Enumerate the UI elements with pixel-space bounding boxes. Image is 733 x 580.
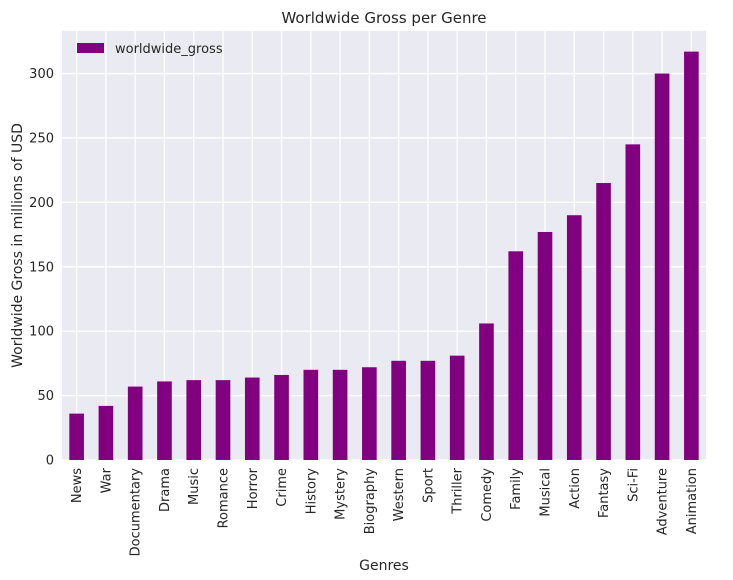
bars [69,51,699,461]
bar-biography [362,367,377,460]
bar-war [98,405,114,460]
x-tick-label: Documentary [129,468,144,557]
bar-animation [684,51,699,461]
x-tick-label: Animation [685,468,700,534]
x-tick-label: Musical [539,468,554,517]
x-tick-label: War [99,467,114,493]
bar-musical [537,231,553,460]
bar-action [566,215,582,460]
x-tick-label: Music [187,468,202,505]
x-tick-label: Adventure [656,468,671,535]
x-tick-label: Thriller [451,467,466,514]
x-tick-label: Action [568,468,583,509]
bar-music [186,380,202,460]
x-tick-labels: News War Documentary Drama Music Romance Horro… [70,467,700,556]
y-tick-label: 150 [29,260,54,275]
x-tick-label: Family [509,468,524,510]
legend: worldwide_gross [77,42,223,57]
x-tick-label: Drama [158,468,173,512]
x-tick-label: Romance [217,468,232,528]
y-tick-labels: 0 50 100 150 200 250 300 [29,67,54,468]
bar-western [391,360,406,460]
bar-news [69,413,84,460]
bar-romance [215,380,231,460]
bar-adventure [654,73,670,460]
chart-title: Worldwide Gross per Genre [281,9,486,27]
bar-sci-fi [625,144,641,460]
x-tick-label: Mystery [334,468,349,520]
x-tick-label: Western [392,468,407,521]
x-tick-label: Sci-Fi [626,468,641,502]
x-tick-label: Crime [275,468,290,507]
legend-label: worldwide_gross [115,42,223,57]
x-tick-label: Biography [363,468,378,535]
bar-horror [244,377,260,460]
y-tick-label: 300 [29,67,54,82]
y-axis-title: Worldwide Gross in millions of USD [10,123,26,368]
bar-thriller [449,355,465,460]
bar-drama [157,381,172,460]
bar-documentary [127,386,143,460]
y-tick-label: 50 [37,389,54,404]
y-tick-label: 100 [29,325,54,340]
bar-fantasy [596,183,611,461]
y-tick-label: 250 [29,131,54,146]
x-tick-label: News [70,468,85,503]
y-tick-label: 0 [46,454,54,469]
x-tick-label: Comedy [480,468,495,522]
bar-comedy [479,323,494,460]
x-tick-label: Fantasy [597,468,612,518]
x-tick-label: Sport [421,468,436,503]
y-tick-label: 200 [29,196,54,211]
bar-family [508,251,524,460]
bar-sport [420,360,436,460]
bar-mystery [332,369,348,460]
x-tick-label: History [304,468,319,515]
bar-crime [274,374,289,460]
legend-swatch [77,43,104,53]
bar-history [303,369,319,460]
x-tick-label: Horror [246,467,261,509]
x-axis-title: Genres [359,558,409,574]
